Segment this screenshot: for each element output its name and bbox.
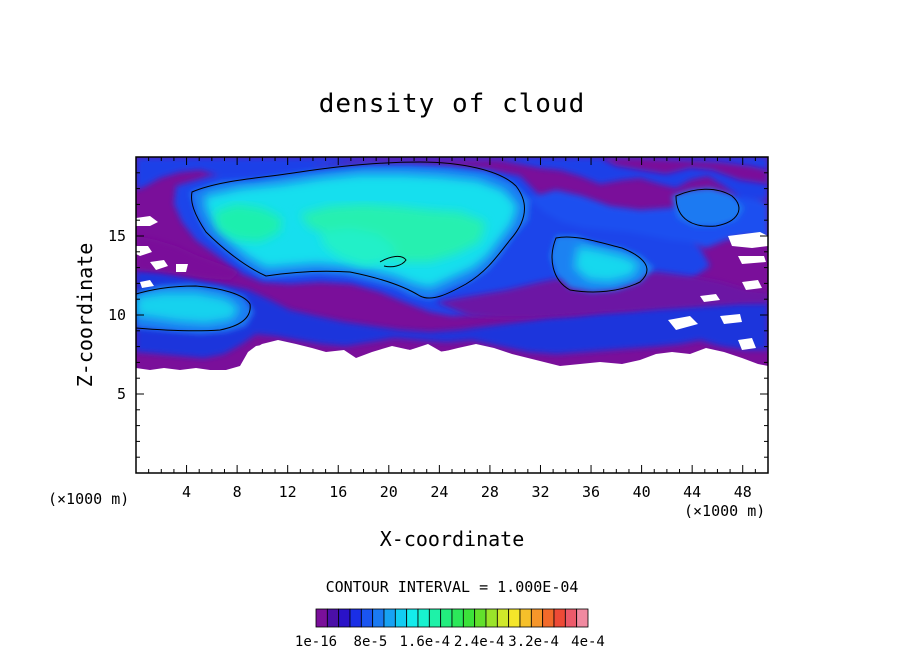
colorbar-swatch <box>462 608 476 628</box>
colorbar <box>315 608 589 628</box>
z-unit-label: (×1000 m) <box>48 490 129 508</box>
colorbar-swatch <box>360 608 374 628</box>
field-green-mid <box>300 204 486 262</box>
x-tick-label: 4 <box>182 483 191 501</box>
colorbar-labels: 1e-16 8e-5 1.6e-4 2.4e-4 3.2e-4 4e-4 <box>295 634 605 650</box>
x-tick-label: 32 <box>531 483 549 501</box>
colorbar-swatch <box>372 608 385 628</box>
heatmap-field <box>136 157 768 473</box>
colorbar-swatch <box>542 608 555 628</box>
colorbar-swatch <box>383 608 396 628</box>
colorbar-label: 3.2e-4 <box>508 634 559 650</box>
x-tick-label: 28 <box>481 483 499 501</box>
x-tick-label: 48 <box>734 483 752 501</box>
colorbar-swatch <box>406 608 419 628</box>
colorbar-label: 1.6e-4 <box>400 634 451 650</box>
colorbar-swatch <box>451 608 464 628</box>
y-axis-ticks: 5 10 15 <box>108 172 768 458</box>
x-tick-label: 8 <box>233 483 242 501</box>
field-cyan-right <box>574 246 640 282</box>
field-blue-top <box>136 157 768 200</box>
contour-line-swirl <box>379 255 407 268</box>
x-tick-label: 36 <box>582 483 600 501</box>
field-clear-base <box>136 340 768 473</box>
y-tick-label: 10 <box>108 306 126 324</box>
field-purple-pocket-mid <box>436 270 768 318</box>
x-tick-label: 40 <box>633 483 651 501</box>
x-axis-title: X-coordinate <box>380 527 525 551</box>
field-purple-pocket-left <box>136 236 240 280</box>
colorbar-swatch <box>338 608 351 628</box>
contour-line-left <box>136 285 251 332</box>
y-tick-label: 15 <box>108 227 126 245</box>
colorbar-label: 1e-16 <box>295 634 337 650</box>
x-axis-ticks: 4 8 12 16 20 24 28 32 36 40 44 48 <box>148 157 756 501</box>
x-tick-label: 16 <box>329 483 347 501</box>
colorbar-swatch <box>315 608 328 628</box>
colorbar-swatch <box>394 608 408 628</box>
colorbar-swatch <box>496 608 510 628</box>
x-tick-label: 44 <box>683 483 701 501</box>
colorbar-swatch <box>474 608 487 628</box>
y-axis-title: Z-coordinate <box>73 243 97 388</box>
chart-title: density of cloud <box>319 89 585 119</box>
contour-line-right <box>551 236 648 293</box>
x-unit-label: (×1000 m) <box>684 502 765 520</box>
x-tick-label: 20 <box>380 483 398 501</box>
colorbar-swatch <box>349 608 362 628</box>
x-tick-label: 24 <box>430 483 448 501</box>
y-tick-label: 5 <box>117 385 126 403</box>
field-cyan-left <box>136 292 240 324</box>
colorbar-label: 2.4e-4 <box>454 634 505 650</box>
field-green-core <box>320 228 396 266</box>
colorbar-label: 8e-5 <box>354 634 388 650</box>
colorbar-label: 4e-4 <box>571 634 605 650</box>
field-bright-blue-right-top <box>672 188 744 226</box>
colorbar-swatch <box>530 608 544 628</box>
field-blue-left <box>136 270 768 358</box>
contour-line-main <box>191 161 526 299</box>
colorbar-swatch <box>440 608 453 628</box>
colorbar-swatch <box>417 608 430 628</box>
x-tick-label: 12 <box>279 483 297 501</box>
colorbar-swatch <box>553 608 566 628</box>
colorbar-swatch <box>508 608 521 628</box>
field-clear-right <box>668 232 768 350</box>
colorbar-swatch <box>326 608 340 628</box>
colorbar-swatch <box>564 608 578 628</box>
field-clear-left <box>136 216 188 288</box>
colorbar-swatch <box>485 608 498 628</box>
contour-interval-label: CONTOUR INTERVAL = 1.000E-04 <box>326 578 579 596</box>
colorbar-swatch <box>428 608 442 628</box>
contour-line-right-top <box>675 188 740 227</box>
colorbar-swatch <box>519 608 532 628</box>
colorbar-swatch <box>576 608 589 628</box>
field-green-left <box>214 204 282 242</box>
